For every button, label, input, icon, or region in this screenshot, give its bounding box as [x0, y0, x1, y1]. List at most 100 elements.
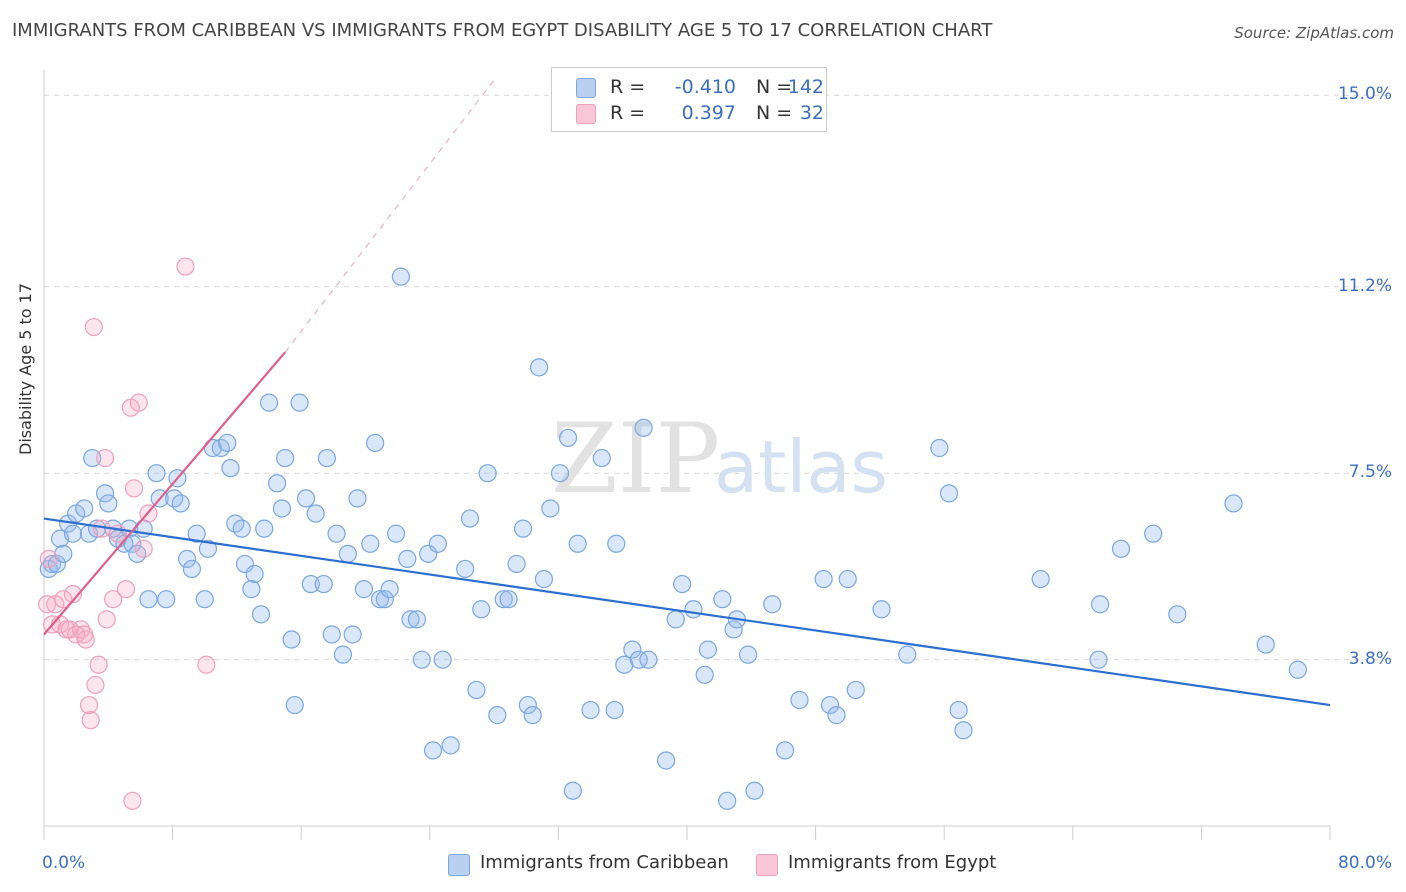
point-caribbean	[433, 650, 452, 669]
point-caribbean	[333, 645, 353, 664]
point-caribbean	[63, 524, 83, 543]
point-caribbean	[259, 393, 279, 412]
point-caribbean	[820, 695, 840, 715]
watermark-atlas: atlas	[714, 425, 888, 509]
point-caribbean	[615, 655, 634, 674]
point-caribbean	[718, 791, 737, 810]
bottom-legend-label-caribbean: Immigrants from Caribbean	[480, 852, 729, 873]
point-egypt	[124, 479, 144, 498]
trend-line-caribbean	[43, 517, 1331, 707]
point-caribbean	[673, 574, 692, 594]
point-caribbean	[1091, 595, 1110, 614]
legend-swatch-pink	[576, 104, 596, 124]
point-caribbean	[1031, 569, 1050, 589]
point-caribbean	[232, 519, 251, 538]
point-caribbean	[930, 438, 949, 458]
point-caribbean	[338, 544, 357, 563]
point-caribbean	[1224, 494, 1243, 513]
point-caribbean	[401, 610, 420, 629]
point-caribbean	[478, 464, 497, 483]
point-caribbean	[563, 781, 582, 800]
x-tick-label-max: 80.0%	[1337, 853, 1392, 873]
point-caribbean	[607, 534, 626, 553]
point-caribbean	[513, 519, 533, 538]
watermark-zip: ZIP	[551, 403, 720, 515]
series-egypt-points	[38, 257, 216, 810]
point-caribbean	[488, 706, 507, 725]
point-caribbean	[541, 499, 560, 518]
correlation-legend: R = -0.410 N = 142 R = 0.397 N = 32	[551, 67, 827, 132]
legend-n-label: N =	[756, 76, 793, 98]
point-caribbean	[441, 736, 460, 755]
point-caribbean	[157, 590, 176, 609]
point-caribbean	[198, 539, 218, 558]
point-caribbean	[123, 534, 142, 553]
chart-title: IMMIGRANTS FROM CARIBBEAN VS IMMIGRANTS …	[12, 20, 993, 41]
point-caribbean	[285, 695, 304, 715]
point-egypt	[95, 448, 115, 468]
point-caribbean	[317, 448, 337, 468]
point-caribbean	[251, 605, 271, 624]
legend-n-value: 142	[787, 76, 824, 98]
point-caribbean	[386, 524, 406, 543]
point-egypt	[39, 549, 58, 568]
point-caribbean	[1144, 524, 1163, 543]
point-caribbean	[267, 474, 287, 493]
point-caribbean	[348, 489, 367, 508]
point-caribbean	[343, 625, 362, 644]
point-caribbean	[657, 751, 676, 770]
point-caribbean	[322, 625, 341, 644]
point-egypt	[54, 590, 73, 609]
watermark: ZIP atlas	[551, 403, 888, 515]
point-caribbean	[666, 610, 685, 629]
point-egypt	[176, 257, 195, 276]
point-caribbean	[838, 569, 857, 589]
point-caribbean	[745, 781, 764, 800]
point-caribbean	[724, 620, 743, 639]
axes	[43, 70, 1331, 840]
point-caribbean	[1168, 605, 1187, 624]
point-caribbean	[629, 650, 648, 669]
point-caribbean	[775, 741, 795, 760]
point-caribbean	[738, 645, 758, 664]
point-caribbean	[494, 590, 513, 609]
trend-line-egypt-extension	[284, 79, 495, 353]
legend-r-label: R =	[610, 76, 646, 98]
point-caribbean	[139, 590, 158, 609]
point-caribbean	[182, 559, 201, 579]
point-caribbean	[581, 700, 600, 720]
point-caribbean	[592, 448, 611, 468]
point-caribbean	[187, 524, 206, 543]
point-caribbean	[499, 590, 518, 609]
point-caribbean	[954, 721, 973, 740]
point-caribbean	[314, 574, 333, 594]
point-caribbean	[391, 267, 410, 286]
point-caribbean	[1111, 539, 1131, 558]
legend-r-value: -0.410	[674, 76, 736, 98]
point-caribbean	[467, 680, 486, 700]
point-egypt	[84, 317, 103, 337]
point-caribbean	[713, 590, 732, 609]
point-caribbean	[75, 499, 94, 518]
point-caribbean	[949, 700, 968, 720]
point-caribbean	[507, 554, 526, 574]
point-egypt	[97, 610, 116, 629]
point-caribbean	[534, 569, 554, 589]
point-caribbean	[282, 630, 301, 649]
point-caribbean	[530, 358, 549, 377]
y-tick-label: 7.5%	[1348, 462, 1392, 483]
point-caribbean	[898, 645, 917, 664]
point-caribbean	[763, 595, 782, 614]
point-caribbean	[272, 499, 292, 518]
source-label: Source: ZipAtlas.com	[1234, 24, 1394, 42]
point-caribbean	[846, 680, 865, 700]
point-caribbean	[375, 590, 394, 609]
point-egypt	[129, 393, 148, 412]
point-egypt	[81, 711, 100, 730]
point-caribbean	[939, 484, 959, 503]
point-caribbean	[550, 464, 570, 483]
point-caribbean	[639, 650, 658, 669]
point-caribbean	[147, 464, 166, 483]
point-caribbean	[460, 509, 480, 528]
point-caribbean	[428, 534, 447, 553]
